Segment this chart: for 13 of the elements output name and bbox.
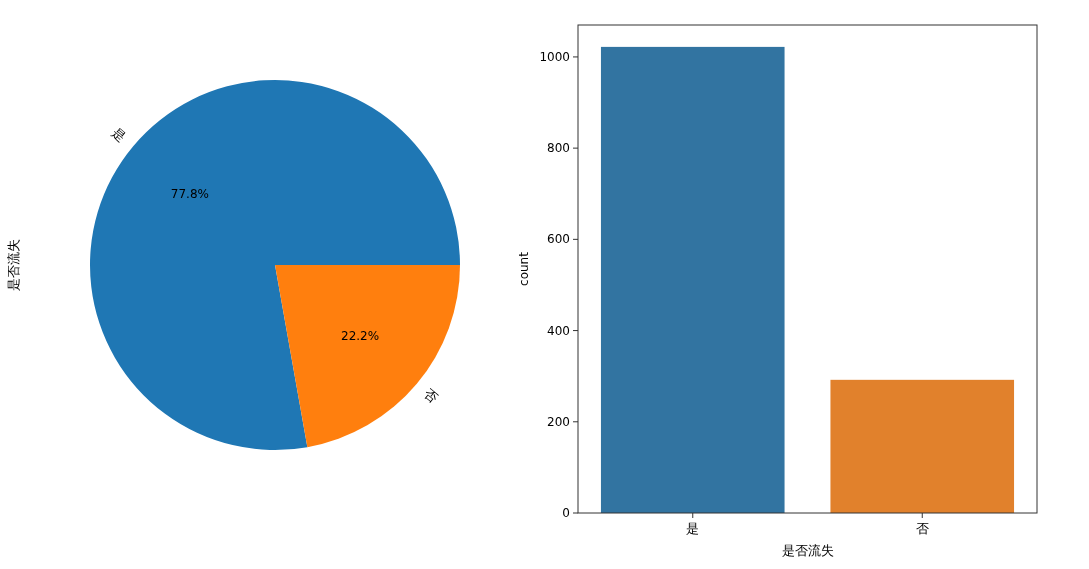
- y-tick-label: 1000: [539, 49, 570, 64]
- y-tick-label: 400: [547, 323, 570, 338]
- data-label: 77.8%: [170, 186, 209, 201]
- slice-label: 是: [109, 124, 129, 145]
- x-axis-title: 是否流失: [781, 543, 834, 558]
- y-tick-label: 600: [547, 232, 570, 247]
- slice-label: 否: [421, 385, 441, 406]
- y-tick-label: 0: [562, 506, 570, 520]
- y-axis-title: count: [517, 251, 531, 286]
- text: 是否流失: [6, 239, 21, 291]
- y-tick-label: 200: [547, 414, 570, 429]
- data-label: 22.2%: [341, 329, 380, 344]
- y-tick-label: 800: [547, 141, 570, 156]
